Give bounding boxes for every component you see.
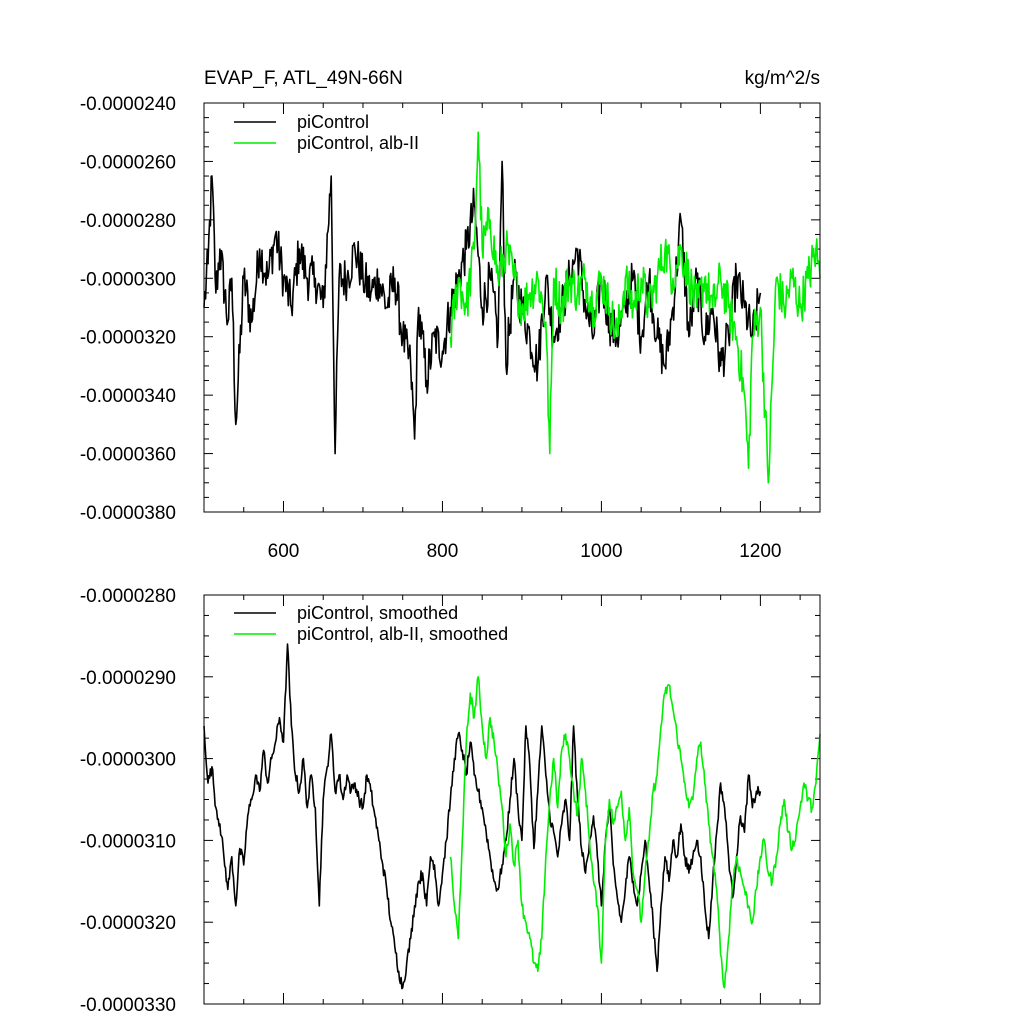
y-tick-label: -0.0000280 [80,211,176,232]
legend-label: piControl, alb-II, smoothed [297,624,508,644]
plot-frame-bottom [203,594,821,1005]
series-line-alb-ii [449,676,821,989]
y-tick-label: -0.0000320 [80,328,176,349]
legend-label: piControl, smoothed [297,603,458,623]
y-tick-label: -0.0000300 [80,269,176,290]
series-line-alb-ii [449,131,821,484]
y-tick-label: -0.0000340 [80,386,176,407]
y-tick-label: -0.0000290 [80,668,176,689]
y-tick-label: -0.0000330 [80,995,176,1016]
y-tick-label: -0.0000300 [80,750,176,771]
x-tick-label: 600 [268,541,300,562]
panel-top: EVAP_F, ATL_49N-66N kg/m^2/s -0.0000240-… [80,68,821,562]
y-tick-label: -0.0000320 [80,913,176,934]
y-tick-label: -0.0000360 [80,445,176,466]
x-tick-label: 1000 [580,541,622,562]
series-group-top [203,131,821,484]
y-tick-label: -0.0000380 [80,503,176,524]
y-tick-label: -0.0000310 [80,831,176,852]
units-label: kg/m^2/s [745,68,820,89]
plot-frame-top [203,102,821,513]
y-tick-label: -0.0000240 [80,94,176,115]
y-tick-label: -0.0000280 [80,586,176,607]
panel-bottom: -0.0000280 -0.0000290 -0.0000300 -0.0000310… [80,586,821,1016]
axis-ticks-top: -0.0000240 -0.0000260 -0.0000280 -0.0000300… [80,94,820,562]
series-line-picontrol [203,643,762,990]
legend-label: piControl [297,112,369,132]
chart-title: EVAP_F, ATL_49N-66N [204,68,403,89]
legend-label: piControl, alb-II [297,133,419,153]
series-line-picontrol [203,160,762,455]
y-tick-label: -0.0000260 [80,152,176,173]
x-tick-label: 800 [427,541,459,562]
x-tick-label: 1200 [739,541,781,562]
axis-ticks-bottom: -0.0000280 -0.0000290 -0.0000300 -0.0000310… [80,586,820,1016]
series-group-bottom [203,643,821,990]
